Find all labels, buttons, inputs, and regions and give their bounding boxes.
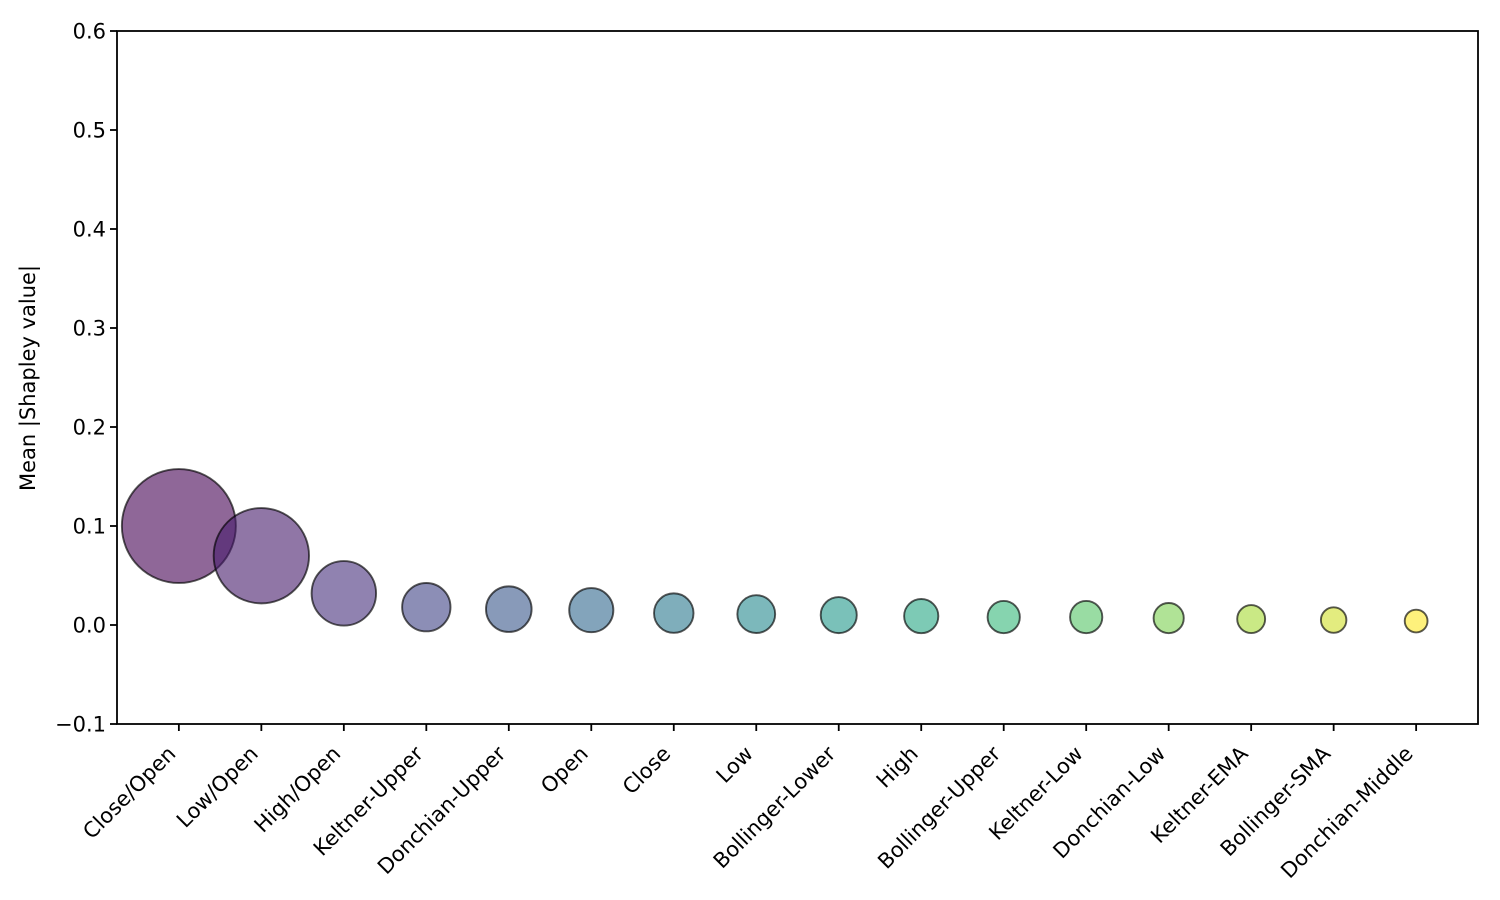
bubble-low-open [212, 507, 310, 605]
y-tick-label: 0.0 [73, 614, 106, 638]
bubble-bollinger-sma [1319, 606, 1348, 634]
y-tick-label: 0.6 [73, 20, 106, 44]
bubble-donchian-upper [485, 585, 533, 633]
bubble-high [903, 598, 940, 635]
y-tick-label: 0.2 [73, 416, 106, 440]
x-tick-label-close: Close [618, 742, 675, 799]
bubble-keltner-upper [401, 582, 452, 633]
bubble-bollinger-lower [819, 596, 858, 635]
bubble-donchian-low [1152, 602, 1185, 635]
y-tick-label: −0.1 [55, 713, 106, 737]
bubble-close [653, 592, 695, 634]
bubble-keltner-low [1069, 600, 1104, 635]
x-tick-label-high: High [872, 742, 923, 793]
x-tick-label-close-open: Close/Open [78, 742, 180, 844]
x-tick-label-low-open: Low/Open [172, 742, 263, 833]
x-tick-label-low: Low [712, 742, 758, 788]
y-tick-label: 0.1 [73, 515, 106, 539]
bubble-open [568, 587, 615, 634]
bubble-keltner-ema [1236, 604, 1267, 634]
y-axis-label: Mean |Shapley value| [16, 264, 40, 492]
y-tick-label: 0.5 [73, 119, 106, 143]
y-tick-label: 0.3 [73, 317, 106, 341]
y-tick-label: 0.4 [73, 218, 106, 242]
x-tick-label-open: Open [536, 742, 593, 799]
bubble-low [736, 594, 777, 634]
bubble-high-open [310, 560, 378, 627]
bubble-donchian-middle [1403, 608, 1429, 634]
bubble-bollinger-upper [986, 600, 1021, 635]
plot-border [116, 30, 1479, 725]
